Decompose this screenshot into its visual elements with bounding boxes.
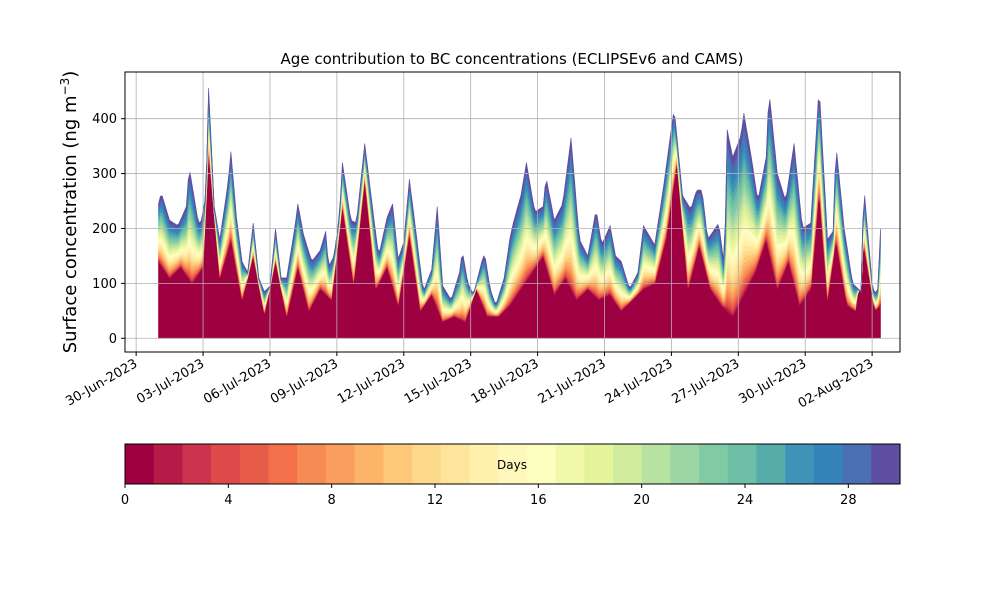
colorbar-swatch	[526, 444, 557, 484]
colorbar-swatch	[354, 444, 384, 484]
plot-frame	[124, 71, 901, 353]
colorbar-swatch	[182, 444, 212, 484]
colorbar-swatch	[440, 444, 471, 484]
x-tick-label: 02-Aug-2023	[796, 356, 876, 411]
colorbar-tick-label: 16	[530, 493, 547, 508]
colorbar-swatch	[756, 444, 786, 484]
y-axis-label: Surface concentration (ng m−3)	[58, 71, 81, 354]
colorbar-swatch	[297, 444, 327, 484]
colorbar-swatch	[383, 444, 413, 484]
colorbar-swatch	[670, 444, 700, 484]
area-layer-26	[158, 87, 881, 304]
colorbar-swatch	[412, 444, 442, 484]
x-tick-label: 03-Jul-2023	[134, 356, 207, 407]
colorbar-swatch	[211, 444, 241, 484]
x-axis: 30-Jun-202303-Jul-202306-Jul-202309-Jul-…	[63, 352, 876, 412]
colorbar-swatch	[153, 444, 183, 484]
x-tick-label: 30-Jun-2023	[63, 356, 140, 409]
colorbar: 0 4 8 12 16 20 24 28	[121, 443, 901, 508]
stacked-areas	[158, 87, 881, 339]
y-tick-label: 300	[92, 167, 117, 182]
x-tick-label: 06-Jul-2023	[201, 356, 274, 407]
y-axis: 0 100 200 300 400	[92, 112, 125, 347]
colorbar-swatch	[498, 444, 528, 484]
chart-title: Age contribution to BC concentrations (E…	[281, 50, 744, 68]
colorbar-label: Days	[497, 458, 527, 472]
colorbar-swatch	[612, 444, 643, 484]
y-tick-label: 100	[92, 277, 117, 292]
colorbar-tick-label: 4	[224, 493, 232, 508]
colorbar-swatch	[727, 444, 758, 484]
colorbar-swatch	[584, 444, 614, 484]
x-tick-label: 09-Jul-2023	[268, 356, 341, 407]
colorbar-frame	[124, 443, 901, 485]
y-tick-label: 200	[92, 222, 117, 237]
colorbar-tick-label: 0	[121, 493, 129, 508]
colorbar-swatch	[842, 444, 872, 484]
y-axis-label-exponent: −3	[58, 78, 72, 96]
colorbar-swatch	[469, 444, 499, 484]
colorbar-swatch	[239, 444, 270, 484]
colorbar-tick-label: 8	[328, 493, 336, 508]
colorbar-tick-label: 12	[427, 493, 444, 508]
colorbar-tick-label: 20	[633, 493, 650, 508]
y-tick-label: 400	[92, 112, 117, 127]
x-tick-label: 18-Jul-2023	[469, 356, 542, 407]
x-tick-label: 24-Jul-2023	[603, 356, 676, 407]
x-tick-label: 12-Jul-2023	[335, 356, 408, 407]
colorbar-swatch	[641, 444, 671, 484]
colorbar-tick-label: 24	[737, 493, 754, 508]
colorbar-swatch	[785, 444, 815, 484]
colorbar-swatch	[325, 444, 356, 484]
gridlines	[125, 72, 900, 352]
x-tick-label: 15-Jul-2023	[402, 356, 475, 407]
colorbar-swatch	[813, 444, 844, 484]
colorbar-swatch	[268, 444, 298, 484]
colorbar-swatch	[699, 444, 729, 484]
colorbar-swatch	[125, 444, 155, 484]
x-tick-label: 27-Jul-2023	[669, 356, 742, 407]
y-tick-label: 0	[109, 332, 117, 347]
colorbar-swatch	[871, 444, 901, 484]
x-tick-label: 21-Jul-2023	[536, 356, 609, 407]
colorbar-tick-label: 28	[840, 493, 857, 508]
colorbar-swatch	[555, 444, 585, 484]
